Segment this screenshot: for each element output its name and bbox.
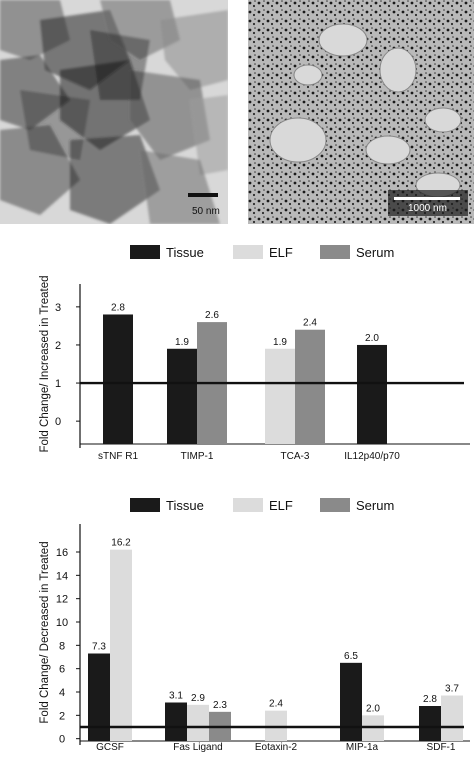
- category-label: sTNF R1: [98, 451, 138, 462]
- data-label: 1.9: [175, 337, 189, 348]
- bar-il12p40-p70-tissue: [357, 344, 387, 444]
- legend-swatch-elf: [233, 245, 263, 259]
- tissue-micrograph-image: 1000 nm: [248, 0, 474, 224]
- legend-label-elf: ELF: [269, 245, 293, 260]
- y-tick-label: 12: [56, 594, 68, 606]
- data-label: 2.0: [365, 333, 379, 344]
- y-tick-label: 2: [55, 340, 61, 352]
- bar-timp-1-tissue: [167, 348, 197, 444]
- y-axis-label: Fold Change/ Increased in Treated: [39, 275, 51, 452]
- legend-label-elf: ELF: [269, 498, 293, 513]
- category-label: SDF-1: [427, 742, 456, 753]
- tem-micrograph-image: 50 nm: [0, 0, 228, 224]
- data-label: 2.4: [303, 318, 317, 329]
- bar-fas-ligand-tissue: [165, 702, 187, 741]
- data-label: 2.9: [191, 693, 205, 704]
- y-tick-label: 14: [56, 570, 68, 582]
- y-tick-label: 1: [55, 378, 61, 390]
- chart-increased: Tissue ELF Serum 0 1 2 3 Fold Change/ Increased…: [39, 245, 470, 462]
- bar-sdf-1-tissue: [419, 706, 441, 741]
- y-tick-label: 2: [59, 710, 65, 722]
- data-label: 7.3: [92, 642, 106, 653]
- legend-label-tissue: Tissue: [166, 498, 204, 513]
- y-axis-label: Fold Change/ Decreased in Treated: [39, 541, 51, 723]
- tissue-micrograph: 1000 nm: [248, 0, 474, 224]
- data-label: 6.5: [344, 651, 358, 662]
- data-label: 2.0: [366, 703, 380, 714]
- legend-swatch-elf: [233, 498, 263, 512]
- data-label: 16.2: [111, 538, 131, 549]
- data-label: 2.8: [423, 694, 437, 705]
- data-label: 3.7: [445, 684, 459, 695]
- bar-fas-ligand-elf: [187, 704, 209, 741]
- chart-decreased: Tissue ELF Serum 0 2 4 6 8 10 12 14 16 Fold Change/ …: [39, 498, 470, 753]
- data-label: 2.3: [213, 700, 227, 711]
- category-label: MIP-1a: [346, 742, 379, 753]
- tem-micrograph-nanoparticles: 50 nm: [0, 0, 228, 224]
- bar-sdf-1-elf: [441, 695, 463, 741]
- data-label: 3.1: [169, 691, 183, 702]
- legend-label-tissue: Tissue: [166, 245, 204, 260]
- category-label: TCA-3: [281, 451, 310, 462]
- legend-swatch-serum: [320, 245, 350, 259]
- data-label: 2.6: [205, 310, 219, 321]
- category-label: Eotaxin-2: [255, 742, 298, 753]
- y-tick-label: 0: [59, 734, 65, 746]
- category-label: GCSF: [96, 742, 124, 753]
- scale-bar-label: 50 nm: [192, 206, 220, 217]
- bar-gcsf-tissue: [88, 653, 110, 741]
- legend-swatch-tissue: [130, 245, 160, 259]
- bar-mip-1a-tissue: [340, 662, 362, 741]
- y-tick-label: 8: [59, 640, 65, 652]
- data-label: 2.8: [111, 302, 125, 313]
- category-label: Fas Ligand: [173, 742, 222, 753]
- y-tick-label: 16: [56, 547, 68, 559]
- legend-swatch-serum: [320, 498, 350, 512]
- bar-stnf-r1-tissue: [103, 314, 133, 444]
- bar-gcsf-elf: [110, 549, 132, 741]
- y-tick-label: 6: [59, 664, 65, 676]
- data-label: 2.4: [269, 699, 283, 710]
- y-tick-label: 0: [55, 416, 61, 428]
- y-tick-label: 4: [59, 687, 65, 699]
- data-label: 1.9: [273, 337, 287, 348]
- category-label: IL12p40/p70: [344, 451, 400, 462]
- category-label: TIMP-1: [181, 451, 214, 462]
- bar-tca-3-elf: [265, 348, 295, 444]
- bar-tca-3-serum: [295, 329, 325, 444]
- legend-label-serum: Serum: [356, 498, 394, 513]
- scale-bar-label: 1000 nm: [408, 203, 447, 214]
- scale-bar: [394, 197, 460, 200]
- y-tick-label: 3: [55, 302, 61, 314]
- y-tick-label: 10: [56, 617, 68, 629]
- scale-bar: [188, 193, 218, 197]
- legend-label-serum: Serum: [356, 245, 394, 260]
- legend-swatch-tissue: [130, 498, 160, 512]
